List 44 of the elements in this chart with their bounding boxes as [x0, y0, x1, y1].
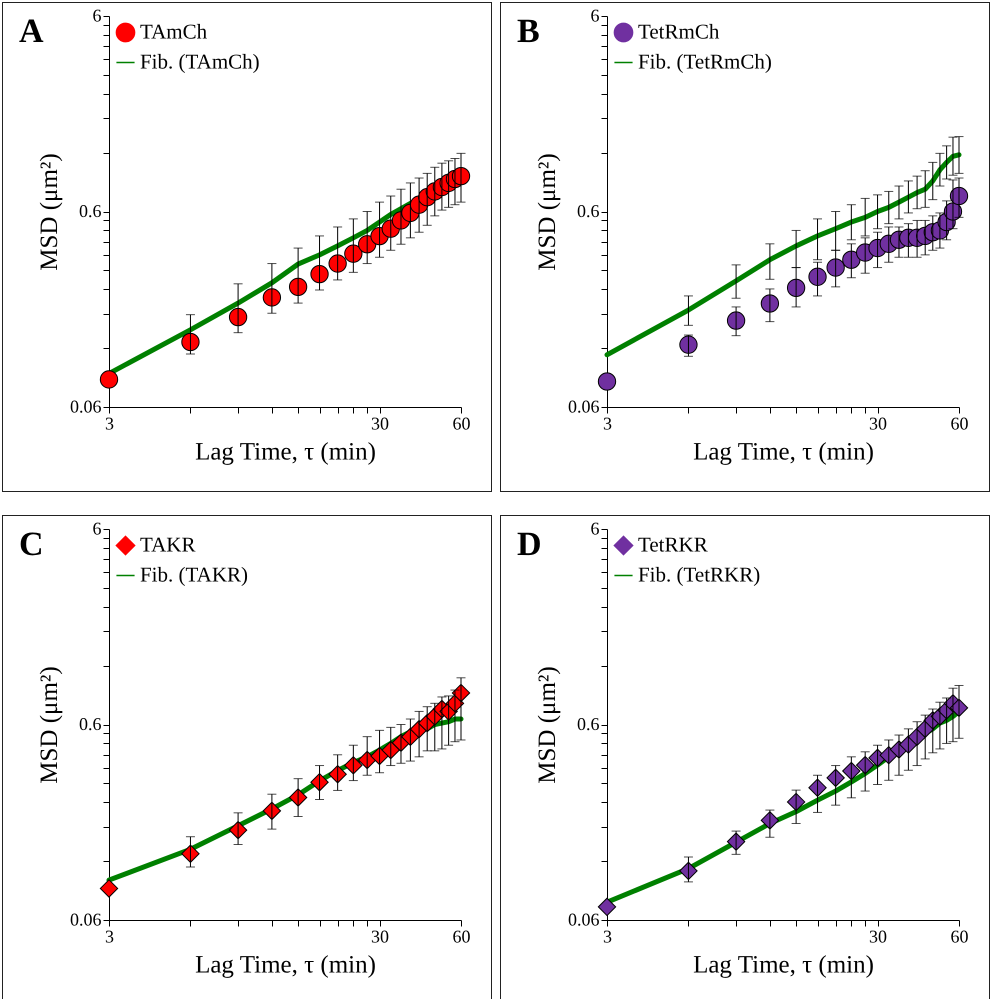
x-tick-label: 3: [105, 414, 114, 434]
x-tick-label: 3: [603, 414, 612, 434]
x-tick-label: 60: [950, 926, 968, 946]
x-axis-title: Lag Time, τ (min): [693, 438, 874, 466]
x-tick-label: 30: [869, 414, 888, 434]
text: D: [517, 526, 542, 564]
y-tick-label: 0.6: [79, 714, 102, 734]
legend-label: TetRKR: [638, 532, 708, 556]
x-tick-label: 3: [603, 926, 612, 946]
y-axis-title: MSD (μm²): [534, 153, 561, 271]
legend-label: Fib. (TetRKR): [638, 562, 760, 586]
y-axis-title: MSD (μm²): [36, 666, 63, 784]
legend-label: Fib. (TAKR): [140, 562, 248, 586]
x-tick-label: 60: [452, 926, 470, 946]
y-tick-label: 0.06: [568, 396, 600, 416]
x-tick-label: 3: [105, 926, 114, 946]
y-tick-label: 6: [590, 6, 600, 26]
y-tick-label: 0.06: [70, 910, 102, 930]
x-axis-title: Lag Time, τ (min): [693, 952, 874, 978]
x-axis-title: Lag Time, τ (min): [195, 952, 376, 978]
y-tick-label: 0.6: [79, 201, 102, 221]
legend-label: Fib. (TetRmCh): [638, 50, 772, 74]
y-axis-title: MSD (μm²): [534, 666, 561, 784]
y-tick-label: 0.06: [70, 396, 102, 416]
y-tick-label: 0.06: [568, 910, 600, 930]
y-tick-label: 6: [92, 518, 102, 538]
x-tick-label: 30: [869, 926, 888, 946]
text: A: [19, 13, 44, 51]
legend-label: TAKR: [140, 532, 196, 556]
y-tick-label: 6: [92, 6, 102, 26]
text: B: [517, 13, 540, 51]
x-tick-label: 60: [950, 414, 968, 434]
legend-label: TetRmCh: [638, 20, 720, 44]
x-tick-label: 60: [452, 414, 470, 434]
y-tick-label: 0.6: [577, 201, 600, 221]
y-tick-label: 0.6: [577, 714, 600, 734]
legend-label: TAmCh: [140, 20, 208, 44]
text: C: [19, 526, 44, 564]
legend-label: Fib. (TAmCh): [140, 50, 260, 74]
y-axis-title: MSD (μm²): [36, 153, 63, 271]
y-tick-label: 6: [590, 518, 600, 538]
x-tick-label: 30: [371, 926, 390, 946]
x-tick-label: 30: [371, 414, 390, 434]
x-axis-title: Lag Time, τ (min): [195, 438, 376, 466]
